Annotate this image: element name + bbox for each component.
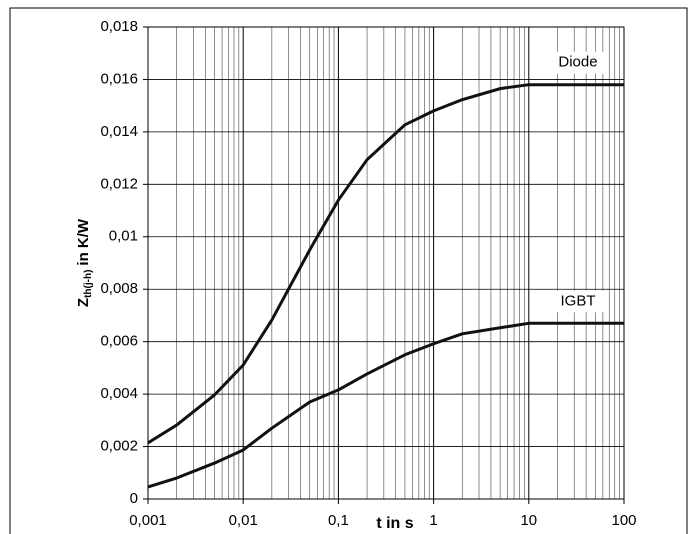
x-tick-label: 0,001 xyxy=(129,512,167,529)
series-line xyxy=(147,321,624,489)
frame xyxy=(9,7,688,534)
y-label-symbol: Z xyxy=(75,298,92,307)
y-axis-label: Zth(j-h) in K/W xyxy=(75,218,94,307)
x-tick-label: 0,1 xyxy=(328,512,349,529)
y-tick-label: 0,016 xyxy=(100,70,138,87)
series-label: IGBT xyxy=(560,292,595,309)
y-tick-label: 0,006 xyxy=(100,333,138,350)
plot-border xyxy=(147,26,625,500)
x-axis-label: t in s xyxy=(376,515,413,532)
y-label-subscript: th(j-h) xyxy=(83,270,94,298)
legend-box xyxy=(548,290,608,313)
y-tick-label: 0,01 xyxy=(109,228,138,245)
y-tick-label: 0,012 xyxy=(100,175,138,192)
y-label-unit: in K/W xyxy=(75,218,92,265)
y-tick-label: 0,002 xyxy=(100,438,138,455)
y-tick-label: 0,004 xyxy=(100,385,138,402)
y-tick-label: 0,014 xyxy=(100,123,138,140)
x-tick-label: 1 xyxy=(429,512,437,529)
series-label: Diode xyxy=(558,54,597,71)
x-tick-label: 0,01 xyxy=(229,512,258,529)
legend-box xyxy=(548,51,608,74)
x-tick-label: 100 xyxy=(611,512,636,529)
y-tick-label: 0,018 xyxy=(100,18,138,35)
y-tick-label: 0 xyxy=(130,490,138,507)
series-line xyxy=(147,83,624,445)
x-tick-label: 10 xyxy=(520,512,537,529)
y-tick-label: 0,008 xyxy=(100,280,138,297)
